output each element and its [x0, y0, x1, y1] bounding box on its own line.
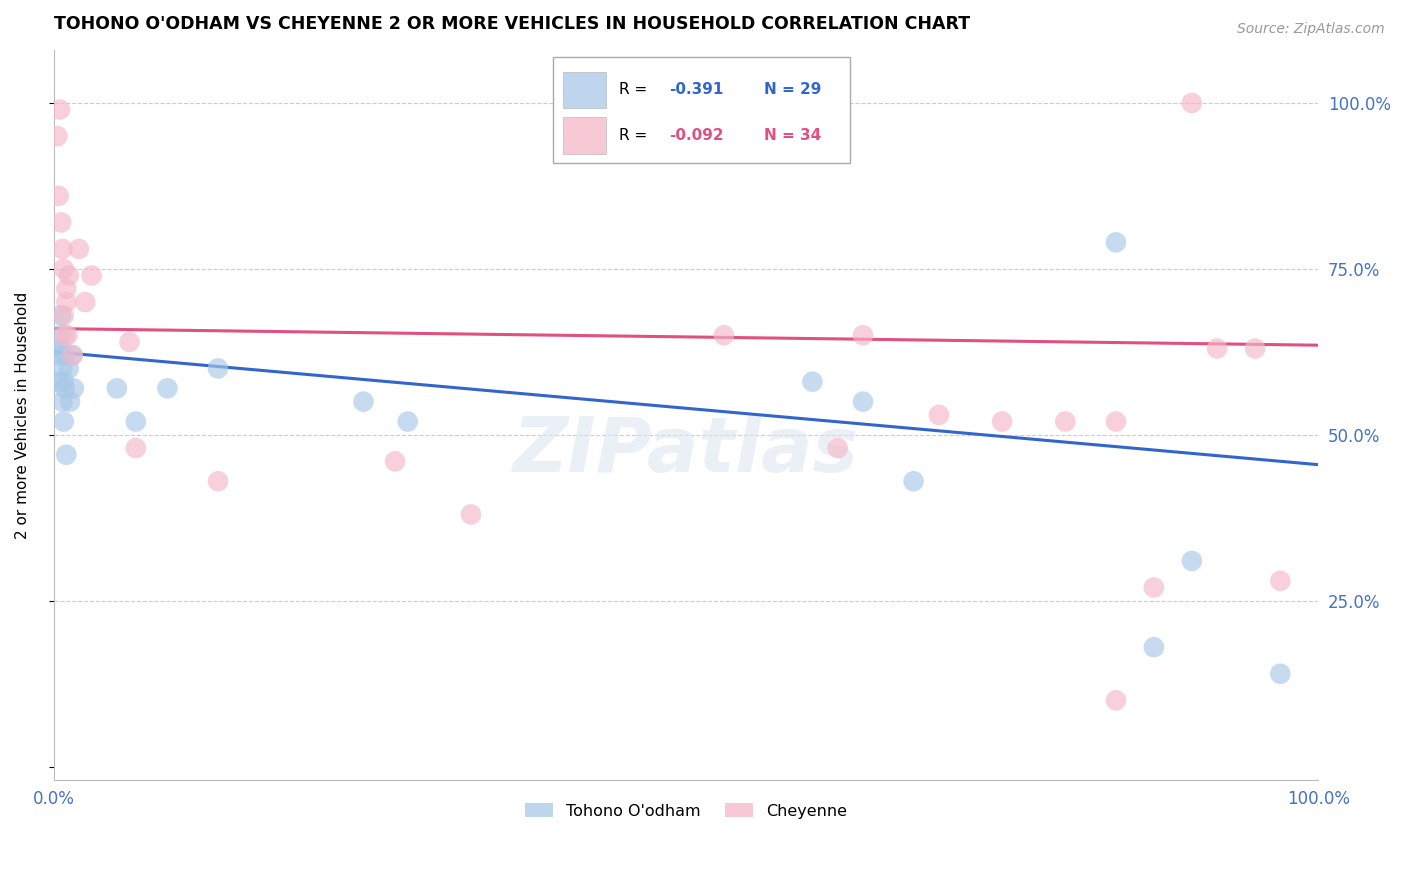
- Point: [207, 475, 229, 489]
- Point: [1105, 235, 1128, 250]
- Point: [51, 342, 73, 356]
- Point: [991, 415, 1014, 429]
- Point: [460, 508, 482, 522]
- Point: [1105, 693, 1128, 707]
- Point: [1270, 666, 1292, 681]
- Point: [51, 361, 73, 376]
- Point: [53, 348, 76, 362]
- Point: [125, 415, 148, 429]
- Point: [48, 189, 70, 203]
- Point: [1143, 581, 1166, 595]
- Point: [105, 381, 128, 395]
- Point: [75, 295, 97, 310]
- Text: R =: R =: [619, 128, 652, 143]
- Point: [827, 441, 849, 455]
- Point: [928, 408, 950, 422]
- Point: [55, 282, 77, 296]
- Point: [1181, 95, 1204, 110]
- Point: [58, 268, 80, 283]
- Point: [118, 334, 141, 349]
- FancyBboxPatch shape: [564, 71, 606, 108]
- Point: [1206, 342, 1229, 356]
- Point: [52, 261, 75, 276]
- Point: [156, 381, 179, 395]
- Point: [1270, 574, 1292, 588]
- Point: [56, 328, 79, 343]
- Point: [52, 415, 75, 429]
- Point: [384, 454, 406, 468]
- Legend: Tohono O'odham, Cheyenne: Tohono O'odham, Cheyenne: [516, 795, 855, 827]
- Point: [852, 328, 875, 343]
- Text: -0.092: -0.092: [669, 128, 724, 143]
- Point: [49, 328, 72, 343]
- Point: [49, 103, 72, 117]
- Point: [55, 448, 77, 462]
- Point: [58, 361, 80, 376]
- Point: [53, 328, 76, 343]
- Point: [62, 348, 84, 362]
- Point: [396, 415, 419, 429]
- Point: [903, 475, 925, 489]
- Text: N = 34: N = 34: [765, 128, 821, 143]
- Point: [48, 375, 70, 389]
- Point: [801, 375, 824, 389]
- Point: [51, 394, 73, 409]
- Point: [353, 394, 375, 409]
- FancyBboxPatch shape: [564, 117, 606, 153]
- Point: [1054, 415, 1077, 429]
- Y-axis label: 2 or more Vehicles in Household: 2 or more Vehicles in Household: [15, 292, 30, 539]
- Text: R =: R =: [619, 82, 652, 97]
- Point: [46, 348, 69, 362]
- Point: [46, 129, 69, 144]
- Point: [207, 361, 229, 376]
- Point: [1143, 640, 1166, 655]
- Point: [63, 381, 86, 395]
- Point: [53, 381, 76, 395]
- FancyBboxPatch shape: [553, 57, 851, 163]
- Point: [80, 268, 103, 283]
- Text: N = 29: N = 29: [765, 82, 821, 97]
- Point: [125, 441, 148, 455]
- Point: [51, 242, 73, 256]
- Point: [51, 215, 73, 229]
- Text: ZIPatlas: ZIPatlas: [513, 415, 859, 489]
- Point: [67, 242, 90, 256]
- Point: [713, 328, 735, 343]
- Point: [852, 394, 875, 409]
- Point: [51, 309, 73, 323]
- Text: TOHONO O'ODHAM VS CHEYENNE 2 OR MORE VEHICLES IN HOUSEHOLD CORRELATION CHART: TOHONO O'ODHAM VS CHEYENNE 2 OR MORE VEH…: [53, 15, 970, 33]
- Point: [52, 375, 75, 389]
- Point: [59, 394, 82, 409]
- Point: [62, 348, 84, 362]
- Point: [55, 295, 77, 310]
- Text: Source: ZipAtlas.com: Source: ZipAtlas.com: [1237, 22, 1385, 37]
- Point: [1105, 415, 1128, 429]
- Point: [52, 309, 75, 323]
- Point: [1244, 342, 1267, 356]
- Text: -0.391: -0.391: [669, 82, 724, 97]
- Point: [1181, 554, 1204, 568]
